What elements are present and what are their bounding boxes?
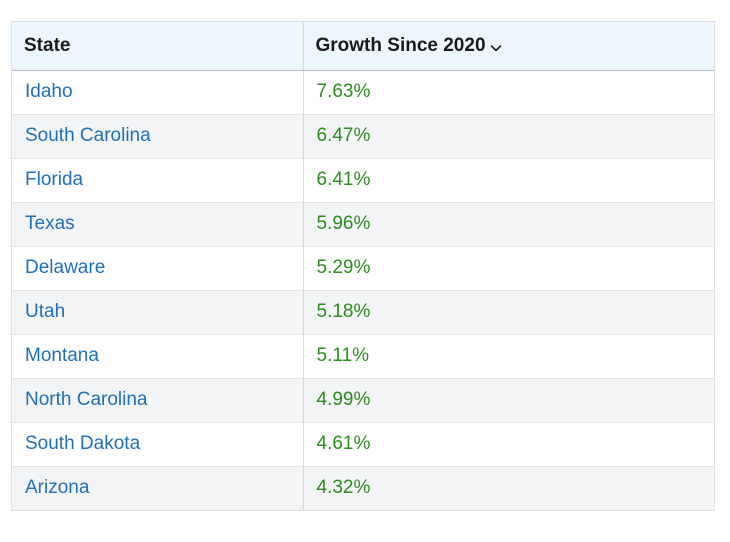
growth-cell: 7.63% — [303, 70, 714, 114]
growth-cell: 5.11% — [303, 333, 714, 378]
state-link[interactable]: South Carolina — [25, 125, 151, 146]
growth-cell: 4.61% — [303, 421, 714, 466]
state-cell: South Carolina — [12, 113, 304, 158]
growth-cell: 4.32% — [303, 465, 714, 510]
table-row: Utah 5.18% — [12, 289, 714, 334]
growth-value: 4.61% — [316, 433, 371, 454]
state-link[interactable]: Utah — [25, 301, 66, 322]
growth-value: 5.96% — [316, 213, 371, 234]
table-row: Texas 5.96% — [12, 201, 714, 246]
table-row: South Dakota 4.61% — [12, 421, 714, 466]
column-header-state[interactable]: State — [12, 22, 304, 71]
state-link[interactable]: Delaware — [25, 257, 106, 278]
table-row: Arizona 4.32% — [12, 465, 714, 510]
table-header-row: State Growth Since 2020 — [12, 22, 714, 71]
state-cell: Idaho — [12, 70, 304, 114]
growth-value: 5.11% — [316, 345, 369, 366]
growth-cell: 5.18% — [303, 289, 714, 334]
state-cell: Florida — [12, 157, 304, 202]
growth-cell: 5.29% — [303, 245, 714, 290]
state-link[interactable]: Arizona — [25, 477, 90, 499]
growth-table: State Growth Since 2020 Idaho 7.63% Sout… — [12, 22, 714, 510]
table-row: Florida 6.41% — [12, 157, 714, 202]
column-header-growth[interactable]: Growth Since 2020 — [303, 22, 714, 71]
state-link[interactable]: Florida — [25, 169, 84, 190]
growth-value: 5.29% — [316, 257, 371, 278]
table-row: South Carolina 6.47% — [12, 113, 714, 158]
state-link[interactable]: Idaho — [25, 81, 73, 102]
growth-value: 6.47% — [316, 125, 371, 146]
growth-cell: 6.47% — [303, 113, 714, 158]
state-cell: Texas — [12, 201, 304, 246]
growth-value: 6.41% — [316, 169, 371, 190]
growth-cell: 6.41% — [303, 157, 714, 202]
growth-cell: 5.96% — [303, 201, 714, 246]
state-link[interactable]: Montana — [25, 345, 99, 366]
state-link[interactable]: North Carolina — [25, 389, 148, 410]
table-row: Idaho 7.63% — [12, 70, 714, 114]
state-link[interactable]: Texas — [25, 213, 75, 234]
state-cell: South Dakota — [12, 421, 304, 466]
table-row: Montana 5.11% — [12, 333, 714, 378]
state-cell: Arizona — [12, 465, 304, 510]
state-cell: North Carolina — [12, 377, 304, 422]
state-cell: Utah — [12, 289, 304, 334]
state-cell: Montana — [12, 333, 304, 378]
growth-value: 4.32% — [316, 477, 371, 499]
growth-cell: 4.99% — [303, 377, 714, 422]
column-header-state-label: State — [24, 34, 71, 56]
chevron-down-icon[interactable] — [490, 38, 502, 52]
growth-value: 4.99% — [316, 389, 371, 410]
growth-value: 5.18% — [316, 301, 371, 322]
growth-table-container: State Growth Since 2020 Idaho 7.63% Sout… — [11, 21, 715, 511]
column-header-growth-label: Growth Since 2020 — [315, 34, 486, 56]
state-cell: Delaware — [12, 245, 304, 290]
table-row: Delaware 5.29% — [12, 245, 714, 290]
growth-value: 7.63% — [316, 81, 371, 102]
table-row: North Carolina 4.99% — [12, 377, 714, 422]
state-link[interactable]: South Dakota — [25, 433, 141, 454]
